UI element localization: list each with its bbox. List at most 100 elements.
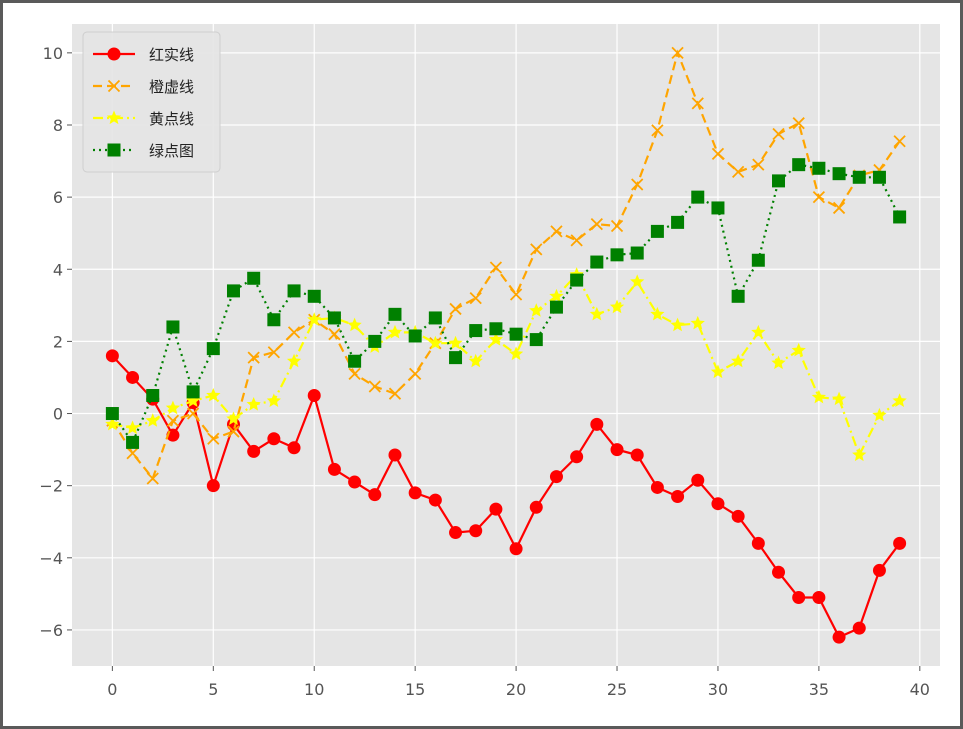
- data-point: [125, 420, 140, 435]
- legend-marker: [107, 143, 121, 157]
- data-point: [428, 311, 442, 325]
- series-layer: [105, 46, 907, 644]
- legend-marker: [107, 79, 121, 93]
- data-point: [126, 447, 139, 460]
- data-point: [872, 563, 886, 577]
- data-point: [206, 342, 220, 356]
- data-point: [226, 284, 240, 298]
- data-point: [166, 414, 180, 427]
- data-point: [509, 542, 523, 556]
- data-point: [227, 425, 240, 438]
- y-tick-label: 8: [53, 116, 63, 135]
- data-point: [791, 342, 806, 357]
- series-line: [112, 272, 901, 458]
- data-point: [226, 411, 241, 426]
- data-point: [811, 389, 827, 404]
- data-point: [388, 307, 402, 321]
- data-point: [247, 351, 260, 364]
- data-point: [590, 255, 604, 269]
- data-point: [852, 170, 866, 184]
- data-point: [145, 413, 160, 427]
- data-point: [307, 388, 321, 402]
- data-point: [428, 493, 442, 507]
- data-point: [651, 124, 664, 137]
- data-point: [186, 385, 200, 399]
- legend-marker: [107, 47, 121, 61]
- data-point: [731, 289, 745, 303]
- data-point: [489, 502, 503, 516]
- data-point: [812, 161, 826, 175]
- data-point: [549, 288, 564, 303]
- data-point: [650, 306, 665, 321]
- data-point: [348, 354, 362, 368]
- legend-label: 橙虚线: [149, 78, 194, 96]
- data-point: [246, 397, 261, 411]
- data-point: [207, 432, 220, 445]
- data-point: [468, 353, 483, 368]
- data-point: [671, 489, 685, 503]
- data-point: [812, 590, 826, 604]
- data-point: [609, 299, 625, 314]
- data-point: [752, 158, 765, 171]
- data-point: [650, 480, 664, 494]
- data-point: [549, 300, 563, 314]
- data-point: [327, 311, 341, 325]
- data-point: [831, 391, 847, 406]
- data-point: [792, 590, 806, 604]
- data-point: [408, 329, 422, 343]
- data-point: [731, 353, 746, 368]
- data-point: [327, 462, 341, 476]
- data-point: [590, 218, 603, 231]
- data-point: [832, 630, 846, 644]
- data-point: [852, 447, 867, 462]
- data-point: [489, 261, 503, 274]
- data-point: [489, 322, 503, 336]
- data-point: [610, 248, 624, 262]
- data-point: [691, 473, 705, 487]
- data-point: [105, 407, 119, 421]
- data-point: [630, 448, 644, 462]
- data-point: [590, 417, 604, 431]
- data-point: [711, 201, 725, 215]
- data-point: [105, 349, 119, 363]
- data-point: [893, 135, 906, 148]
- data-point: [711, 147, 725, 160]
- data-point: [409, 367, 422, 380]
- data-point: [469, 324, 483, 338]
- data-point: [165, 400, 181, 415]
- data-point: [266, 393, 281, 407]
- data-point: [610, 219, 624, 233]
- data-point: [671, 215, 685, 229]
- data-point: [852, 621, 866, 635]
- data-point: [347, 317, 362, 332]
- legend-box: [82, 31, 221, 173]
- x-tick-label: 30: [708, 680, 728, 699]
- data-point: [126, 435, 140, 449]
- data-point: [307, 289, 321, 303]
- data-point: [711, 497, 725, 511]
- data-point: [529, 303, 544, 317]
- data-point: [105, 416, 120, 431]
- x-tick-label: 40: [910, 680, 930, 699]
- data-point: [751, 536, 765, 550]
- y-tick-label: 4: [53, 260, 63, 279]
- data-point: [570, 234, 583, 247]
- x-tick-label: 35: [809, 680, 829, 699]
- data-point: [691, 97, 704, 110]
- legend-label: 黄点线: [149, 110, 194, 128]
- y-tick-label: −2: [39, 477, 63, 496]
- data-point: [751, 253, 765, 267]
- data-point: [348, 475, 362, 489]
- x-tick-label: 15: [405, 680, 425, 699]
- data-point: [469, 524, 483, 538]
- data-point: [529, 333, 543, 347]
- data-point: [206, 479, 220, 493]
- data-point: [368, 380, 381, 393]
- data-point: [388, 448, 402, 462]
- data-point: [589, 306, 604, 321]
- data-point: [872, 407, 887, 422]
- data-point: [570, 273, 584, 287]
- data-point: [328, 328, 341, 341]
